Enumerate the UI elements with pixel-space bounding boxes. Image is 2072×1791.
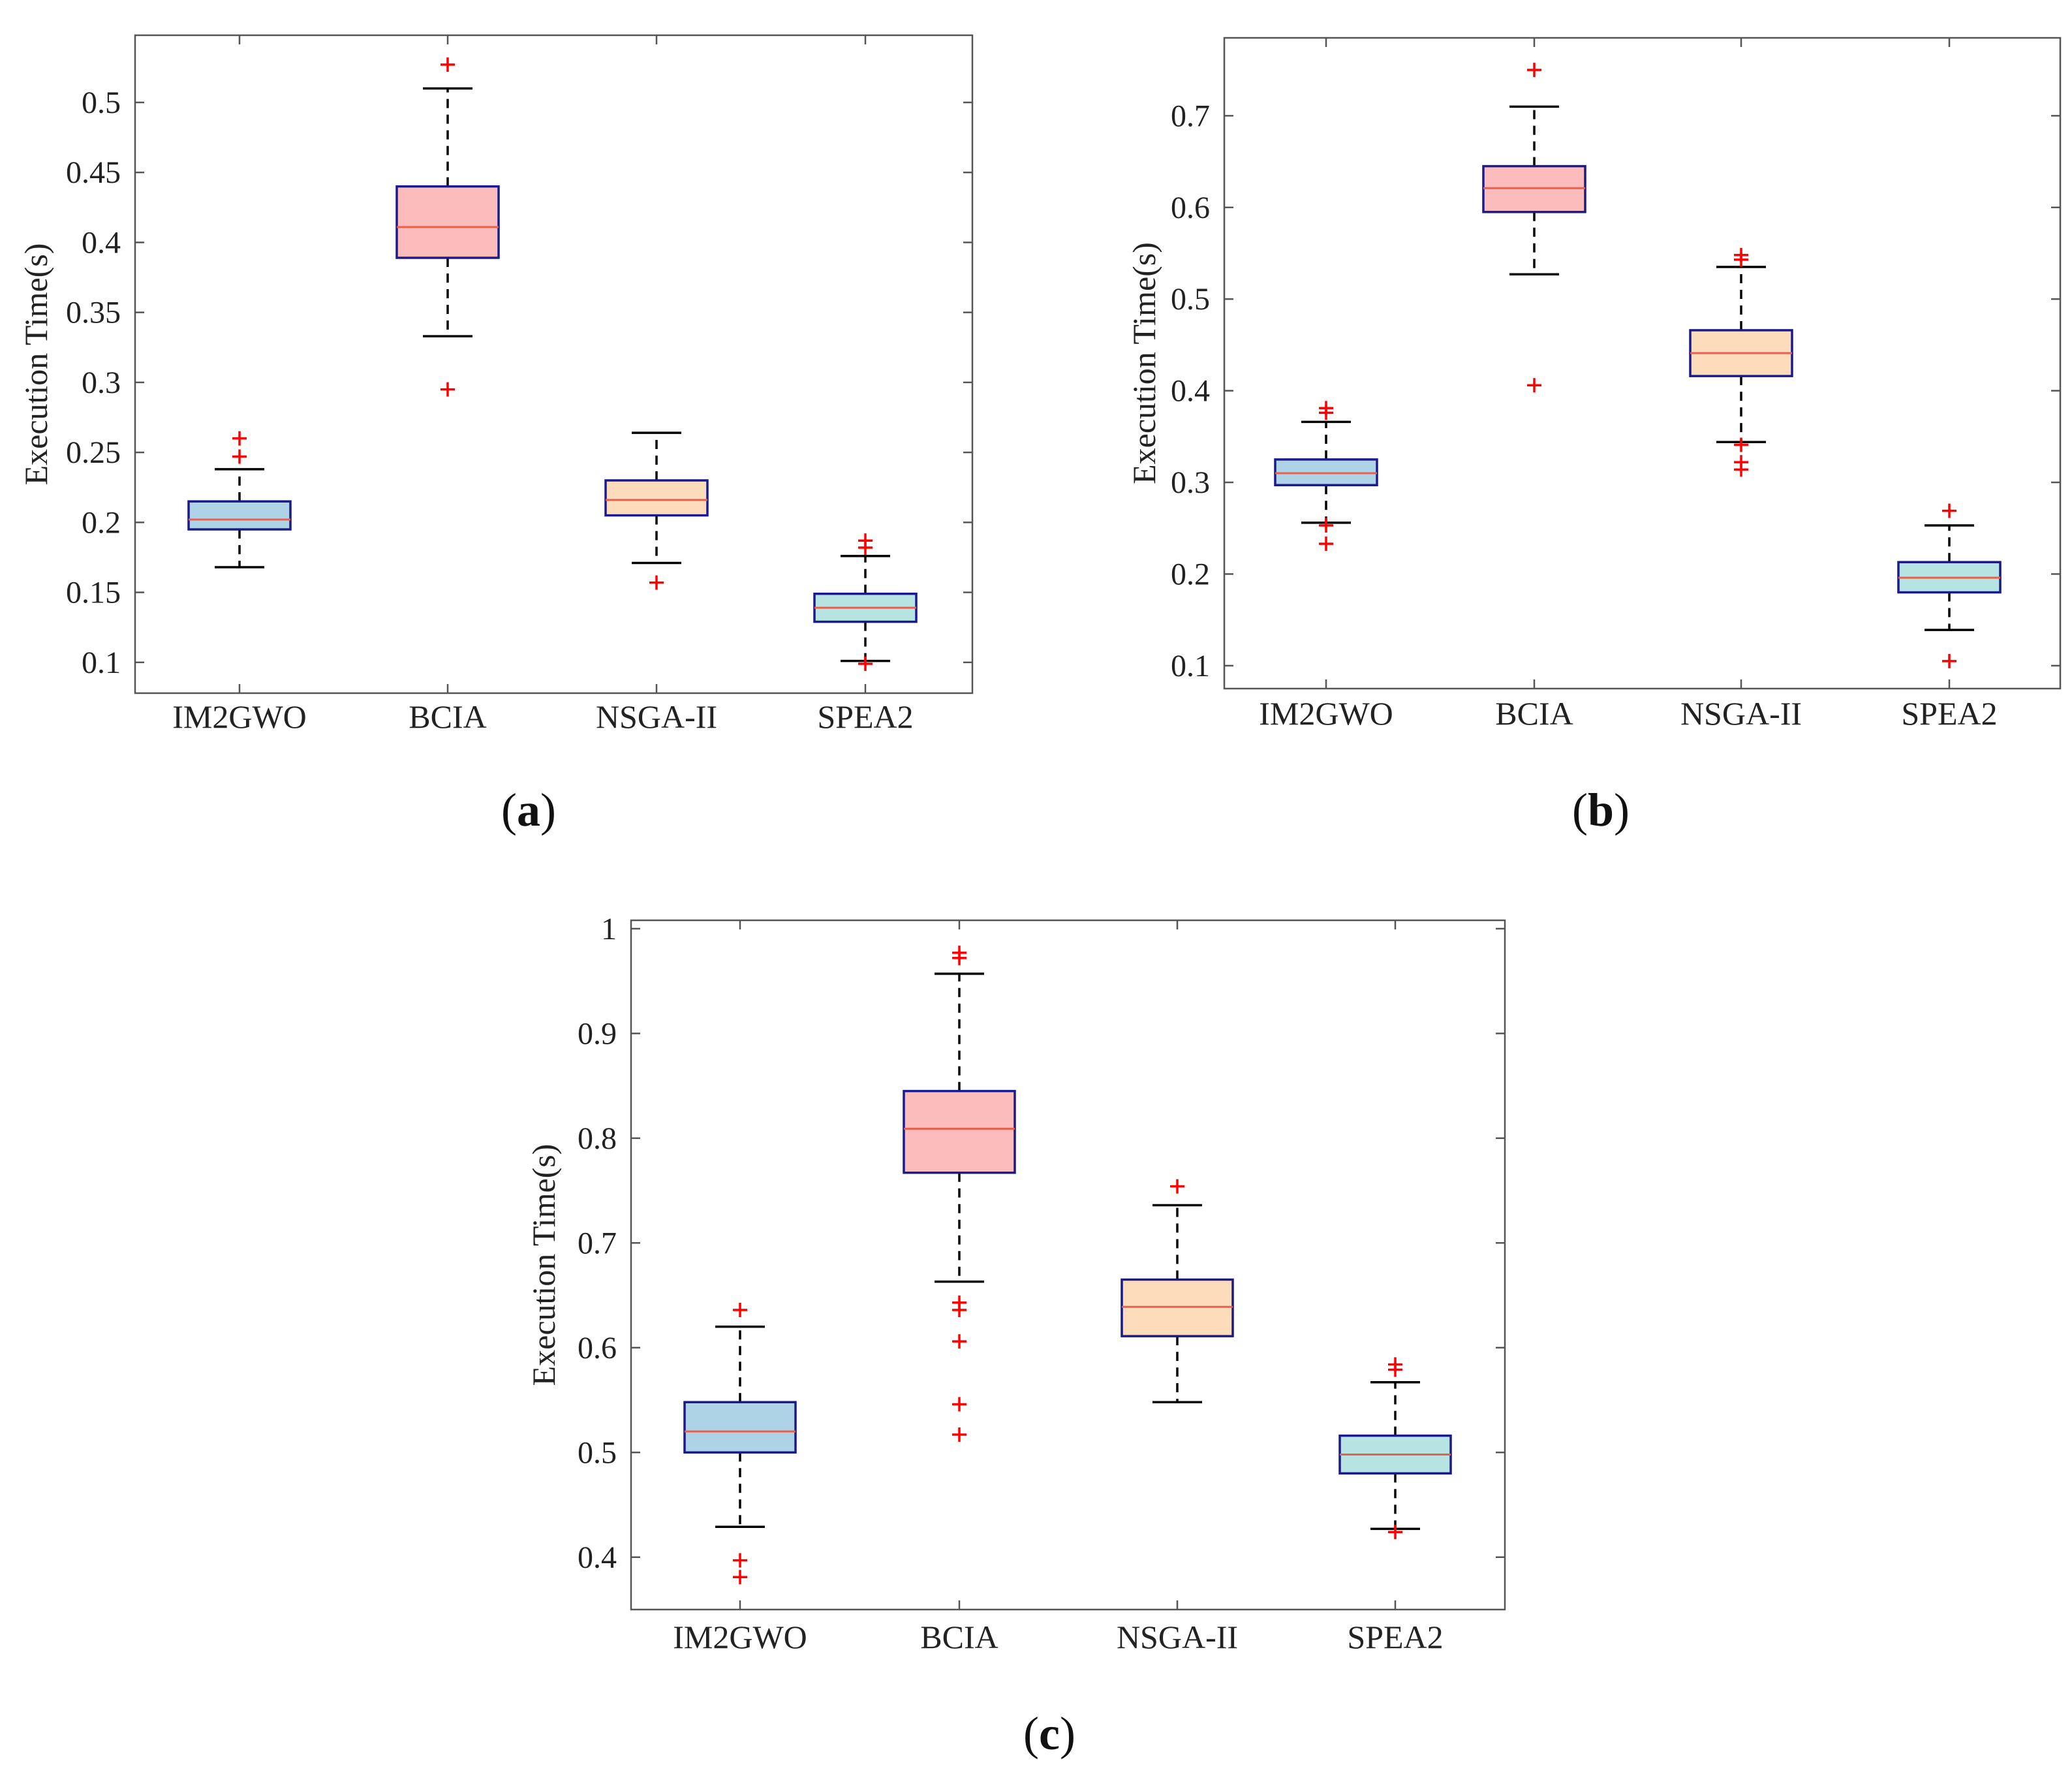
box-iqr [187, 500, 292, 531]
outlier-marker [1527, 378, 1541, 393]
y-tick-label: 0.3 [1171, 465, 1210, 500]
outlier-marker [858, 656, 873, 671]
y-tick-label: 0.6 [1171, 191, 1210, 225]
outlier-marker [1942, 653, 1956, 668]
outlier-marker [1734, 462, 1748, 477]
box-im2gwo [683, 1303, 797, 1585]
y-tick-label: 0.7 [1171, 99, 1210, 133]
y-tick-label: 0.1 [1171, 649, 1210, 683]
y-tick-label: 1 [601, 912, 617, 946]
outlier-marker [733, 1570, 747, 1585]
outlier-marker [952, 1303, 966, 1318]
y-tick-label: 0.4 [1171, 374, 1210, 409]
outlier-marker [649, 575, 664, 590]
outlier-marker [1319, 405, 1333, 420]
box-nsga-ii [1121, 1179, 1234, 1403]
outlier-marker [1388, 1525, 1402, 1540]
outlier-marker [858, 540, 873, 555]
y-tick-label: 0.4 [578, 1540, 617, 1575]
y-tick-label: 0.4 [82, 225, 121, 260]
outlier-marker [1527, 63, 1541, 78]
chart-panel-b: 0.1 0.2 0.3 0.4 0.5 0.6 0.7 IM2GWO BCIA NSGA-II SP… [1126, 37, 2062, 836]
box-bcia [395, 57, 500, 397]
outlier-marker [1319, 537, 1333, 552]
y-axis-label: Execution Time(s) [1126, 242, 1162, 484]
y-tick-label: 0.1 [82, 646, 121, 680]
y-axis-label: Execution Time(s) [18, 243, 54, 486]
outlier-marker [1170, 1179, 1184, 1194]
y-tick-label: 0.9 [578, 1016, 617, 1051]
y-tick-label: 0.7 [578, 1226, 617, 1260]
outlier-marker [952, 1334, 966, 1349]
y-tick-label: 0.8 [578, 1121, 617, 1156]
y-tick-label: 0.5 [82, 86, 121, 120]
box-iqr [903, 1089, 1016, 1174]
x-category-label: NSGA-II [1680, 695, 1802, 732]
x-category-label: IM2GWO [172, 698, 307, 735]
box-iqr [1121, 1278, 1234, 1337]
outlier-marker [441, 57, 455, 72]
plot-area-frame [134, 34, 974, 694]
outlier-marker [733, 1303, 747, 1318]
plot-area-frame [1223, 37, 2062, 690]
outlier-marker [232, 449, 247, 464]
box-bcia [903, 945, 1016, 1442]
y-tick-label: 0.15 [66, 576, 121, 610]
box-im2gwo [1274, 401, 1378, 552]
x-category-label: BCIA [1495, 695, 1573, 732]
x-category-label: IM2GWO [1259, 695, 1393, 732]
y-tick-label: 0.3 [82, 366, 121, 400]
outlier-marker [733, 1553, 747, 1568]
x-category-label: SPEA2 [817, 698, 913, 735]
x-category-label: BCIA [409, 698, 486, 735]
panel-label: (c) [1023, 1707, 1075, 1760]
x-category-label: BCIA [920, 1619, 998, 1655]
panel-label: (a) [501, 784, 556, 836]
y-tick-label: 0.25 [66, 435, 121, 470]
box-spea2 [1338, 1357, 1452, 1540]
box-bcia [1482, 63, 1586, 393]
y-tick-label: 0.2 [82, 505, 121, 540]
box-spea2 [813, 533, 918, 671]
outlier-marker [952, 1397, 966, 1412]
x-category-label: NSGA-II [1117, 1619, 1238, 1655]
chart-panel-a: 0.1 0.15 0.2 0.25 0.3 0.35 0.4 0.45 0.5 IM2GWO BCI… [18, 34, 974, 836]
plot-area-frame [630, 919, 1506, 1611]
box-nsga-ii [1689, 247, 1793, 477]
y-axis-label: Execution Time(s) [525, 1144, 562, 1386]
y-tick-label: 0.2 [1171, 557, 1210, 591]
x-category-label: IM2GWO [673, 1619, 807, 1655]
box-iqr [395, 185, 500, 259]
outlier-marker [1388, 1362, 1402, 1377]
x-category-label: NSGA-II [596, 698, 717, 735]
box-nsga-ii [604, 431, 709, 590]
y-tick-label: 0.6 [578, 1331, 617, 1365]
box-iqr [683, 1401, 797, 1454]
outlier-marker [1734, 437, 1748, 452]
box-spea2 [1897, 503, 2002, 668]
outlier-marker [441, 382, 455, 397]
y-tick-label: 0.35 [66, 296, 121, 330]
outlier-marker [952, 950, 966, 965]
box-iqr [604, 479, 709, 517]
box-im2gwo [187, 431, 292, 568]
outlier-marker [232, 431, 247, 446]
x-category-label: SPEA2 [1901, 695, 1997, 732]
y-tick-label: 0.45 [66, 155, 121, 190]
panel-label: (b) [1572, 784, 1630, 836]
x-category-label: SPEA2 [1347, 1619, 1443, 1655]
outlier-marker [1942, 503, 1956, 518]
y-tick-label: 0.5 [578, 1435, 617, 1470]
outlier-marker [1734, 252, 1748, 267]
outlier-marker [1319, 518, 1333, 533]
y-tick-label: 0.5 [1171, 282, 1210, 317]
chart-panel-c: 0.4 0.5 0.6 0.7 0.8 0.9 1 IM2GWO BCIA NSGA-II SPEA… [525, 912, 1506, 1760]
outlier-marker [952, 1427, 966, 1442]
